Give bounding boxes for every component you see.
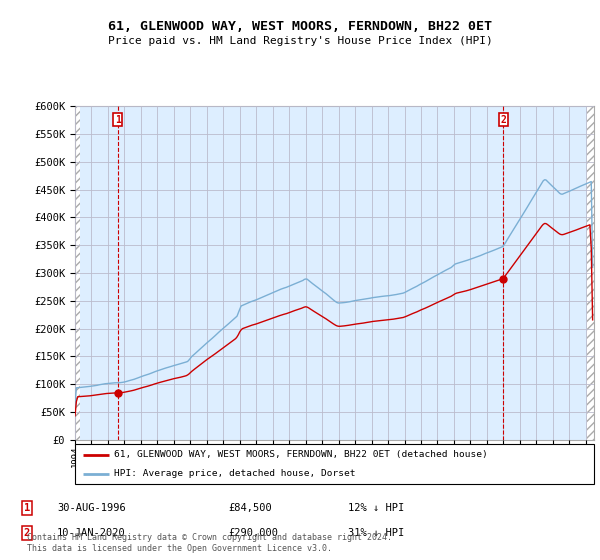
Text: 1: 1 [115, 115, 121, 125]
Text: £84,500: £84,500 [228, 503, 272, 513]
Text: 61, GLENWOOD WAY, WEST MOORS, FERNDOWN, BH22 0ET (detached house): 61, GLENWOOD WAY, WEST MOORS, FERNDOWN, … [114, 450, 488, 459]
Text: 2: 2 [24, 528, 30, 538]
Text: 2: 2 [500, 115, 506, 125]
Text: £290,000: £290,000 [228, 528, 278, 538]
Text: 1: 1 [24, 503, 30, 513]
Text: 31% ↓ HPI: 31% ↓ HPI [348, 528, 404, 538]
Text: Price paid vs. HM Land Registry's House Price Index (HPI): Price paid vs. HM Land Registry's House … [107, 36, 493, 46]
Text: 30-AUG-1996: 30-AUG-1996 [57, 503, 126, 513]
Text: HPI: Average price, detached house, Dorset: HPI: Average price, detached house, Dors… [114, 469, 355, 478]
Text: 61, GLENWOOD WAY, WEST MOORS, FERNDOWN, BH22 0ET: 61, GLENWOOD WAY, WEST MOORS, FERNDOWN, … [108, 20, 492, 32]
Text: Contains HM Land Registry data © Crown copyright and database right 2024.
This d: Contains HM Land Registry data © Crown c… [27, 533, 392, 553]
Text: 12% ↓ HPI: 12% ↓ HPI [348, 503, 404, 513]
Text: 10-JAN-2020: 10-JAN-2020 [57, 528, 126, 538]
